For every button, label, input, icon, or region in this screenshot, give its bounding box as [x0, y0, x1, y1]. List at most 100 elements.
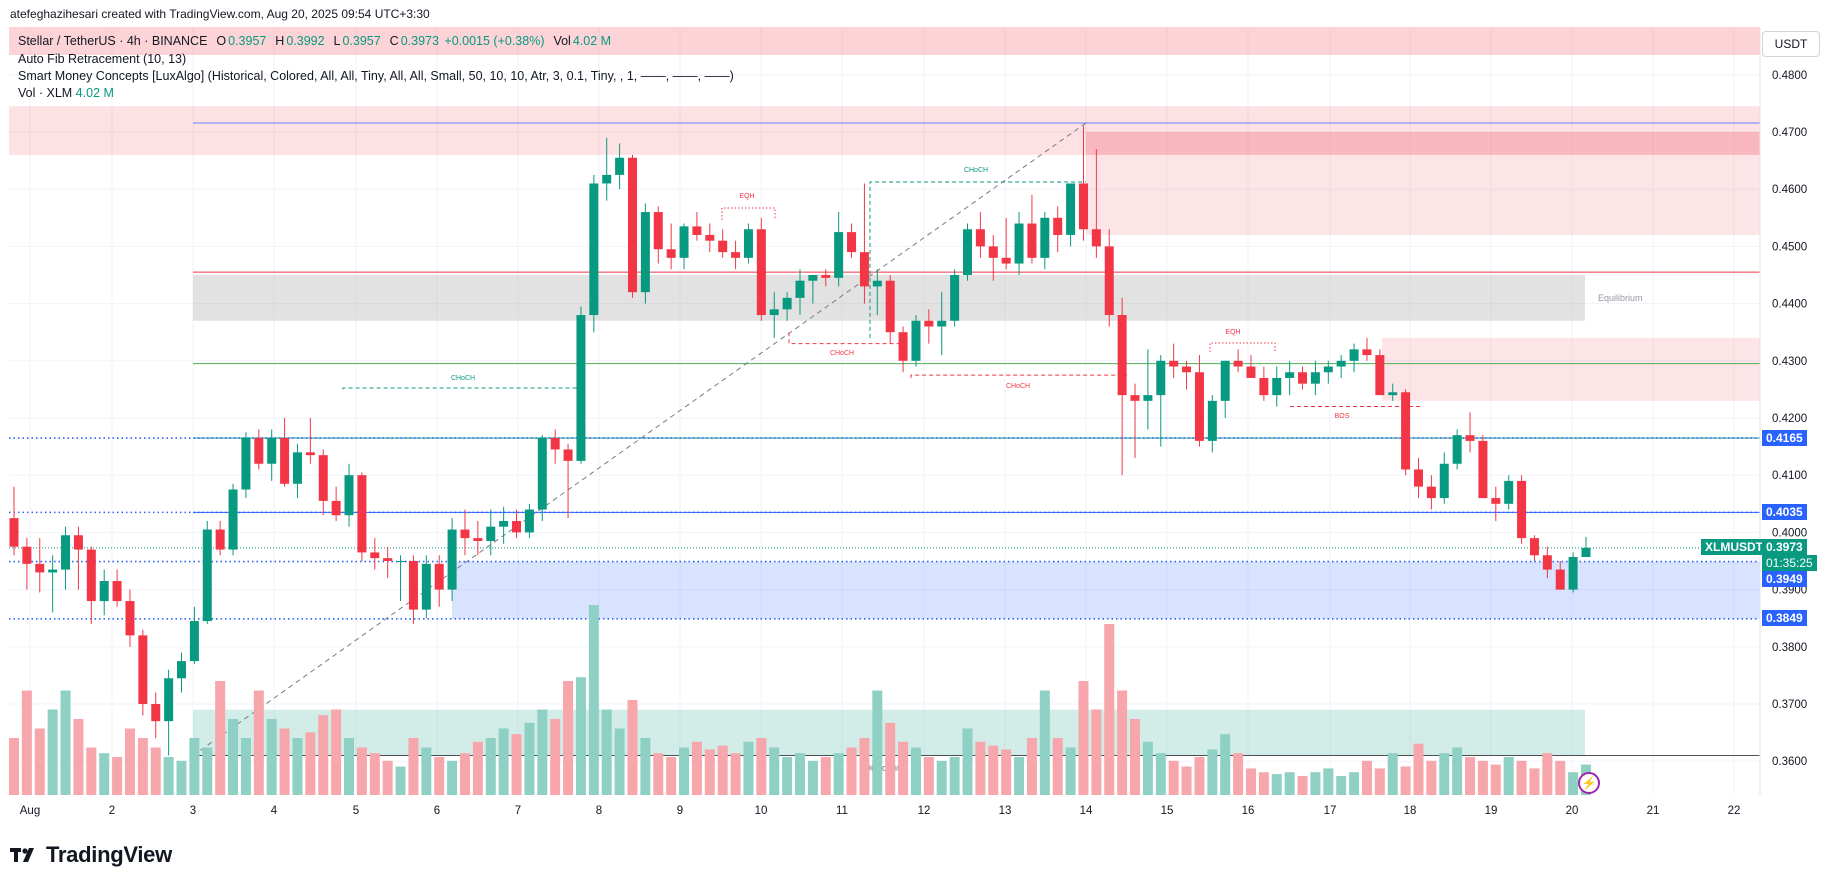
candle-body — [1117, 315, 1127, 396]
volume-bar — [1310, 772, 1321, 795]
low-label: L — [333, 34, 341, 48]
candle-body — [22, 546, 32, 564]
volume-bar — [910, 747, 921, 795]
candle-body — [1491, 498, 1501, 504]
x-tick-label: 20 — [1566, 805, 1579, 817]
volume-bar — [1194, 757, 1205, 795]
annotation-bos: BOS — [1335, 413, 1350, 420]
candle-body — [1439, 463, 1449, 499]
volume-bar — [1233, 753, 1244, 795]
candle-body — [834, 232, 844, 278]
volume-bar — [318, 715, 329, 795]
candle-body — [1336, 360, 1346, 367]
volume-bar — [1426, 760, 1437, 795]
symbol-legend[interactable]: Stellar / TetherUS · 4h · BINANCE O 0.395… — [18, 34, 613, 48]
candle-body — [512, 520, 522, 533]
annotation-choch-3: CHoCH — [830, 350, 854, 357]
author-credit: atefeghazihesari created with TradingVie… — [10, 7, 430, 21]
x-tick-label: 12 — [918, 805, 931, 817]
lightning-icon[interactable]: ⚡ — [1578, 772, 1600, 794]
supply-zone-2 — [1382, 337, 1760, 401]
candle-body — [35, 563, 45, 573]
volume-bar — [124, 728, 135, 795]
volume-bar — [1155, 753, 1166, 795]
fib-indicator-legend[interactable]: Auto Fib Retracement (10, 13) — [18, 52, 187, 66]
symbol-name[interactable]: Stellar / TetherUS · 4h · BINANCE — [18, 34, 208, 48]
y-tick-label: 0.4100 — [1772, 470, 1807, 482]
candle-body — [1310, 372, 1320, 384]
candle-body — [241, 438, 251, 490]
volume-bar — [1413, 743, 1424, 795]
candle-body — [963, 229, 973, 275]
candle-body — [1529, 538, 1539, 556]
volume-bar — [34, 728, 45, 795]
volume-bar — [1503, 757, 1514, 795]
candle-body — [589, 183, 599, 316]
candle-body — [1143, 395, 1153, 401]
volume-bar — [730, 753, 741, 795]
candle-body — [1027, 223, 1037, 258]
candle-body — [1156, 360, 1166, 396]
candle-body — [1259, 377, 1269, 396]
x-tick-label: 19 — [1485, 805, 1498, 817]
x-tick-label: 8 — [596, 805, 602, 817]
volume-bar — [1130, 719, 1141, 795]
candle-body — [1169, 360, 1179, 367]
tradingview-logo-icon — [10, 848, 34, 862]
candle-body — [808, 275, 818, 281]
candle-body — [795, 280, 805, 298]
volume-bar — [833, 753, 844, 795]
candle-body — [267, 438, 277, 464]
currency-selector[interactable]: USDT — [1762, 31, 1820, 57]
volume-bar — [1181, 766, 1192, 795]
top-premium-band — [9, 27, 1760, 55]
candle-body — [769, 309, 779, 316]
smc-indicator-legend[interactable]: Smart Money Concepts [LuxAlgo] (Historic… — [18, 69, 734, 83]
volume-bar — [679, 747, 690, 795]
volume-bar — [472, 741, 483, 795]
volume-bar — [331, 709, 342, 795]
candle-body — [9, 518, 19, 547]
candle-body — [1078, 183, 1088, 230]
volume-bar — [1323, 768, 1334, 795]
y-tick-label: 0.3800 — [1772, 642, 1807, 654]
volume-bar — [1297, 776, 1308, 795]
candle-body — [1207, 400, 1217, 441]
x-tick-label: 18 — [1404, 805, 1417, 817]
volume-bar — [1516, 760, 1527, 795]
candle-body — [950, 275, 960, 321]
volume-bar — [163, 757, 174, 795]
candle-body — [305, 452, 315, 456]
candle-body — [924, 320, 934, 327]
volume-bar — [447, 760, 458, 795]
volume-bar — [949, 757, 960, 795]
candle-body — [86, 549, 96, 602]
volume-bar — [1026, 738, 1037, 795]
volume-indicator-legend[interactable]: Vol · XLM 4.02 M — [18, 86, 114, 100]
candle-body — [524, 509, 534, 533]
volume-bar — [511, 734, 522, 795]
candle-body — [731, 252, 741, 258]
volume-bar — [885, 722, 896, 795]
candle-body — [885, 280, 895, 333]
volume-bar — [872, 690, 883, 795]
candle-body — [1246, 366, 1256, 378]
volume-bar — [1117, 690, 1128, 795]
candle-body — [1182, 366, 1192, 373]
candle-body — [228, 489, 238, 550]
candle-body — [1504, 480, 1514, 504]
discount-box — [452, 561, 1760, 619]
candle-body — [357, 475, 367, 553]
candle-body — [1542, 555, 1552, 570]
annotation-eqh-2: EQH — [1225, 329, 1240, 336]
candle-body — [679, 226, 689, 258]
candle-body — [859, 252, 869, 287]
x-tick-label: 4 — [271, 805, 278, 817]
candle-body — [666, 249, 676, 258]
candle-body — [202, 529, 212, 622]
candle-body — [112, 581, 122, 602]
volume-bar — [859, 738, 870, 795]
volume-bar — [1065, 747, 1076, 795]
volume-bar — [47, 709, 58, 795]
